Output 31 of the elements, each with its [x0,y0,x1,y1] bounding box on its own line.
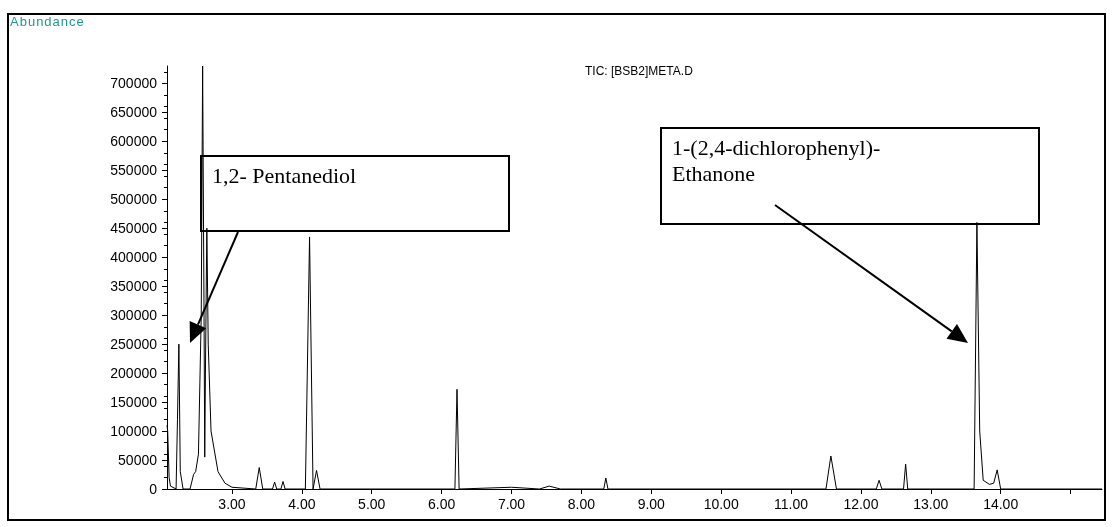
y-tick-label: 50000 [118,452,158,469]
x-tick-label: 13.00 [913,496,949,512]
y-tick-label: 100000 [110,423,158,440]
y-tick-label: 500000 [110,191,158,208]
y-tick-label: 350000 [110,278,158,295]
y-tick-label: 550000 [110,162,158,179]
x-tick-label: 11.00 [774,496,809,512]
y-tick-label: 400000 [110,249,158,266]
y-tick-label: 700000 [110,75,158,92]
annotation: 1,2- Pentanediol [200,155,510,232]
annotation: 1-(2,4-dichlorophenyl)- Ethanone [660,127,1040,225]
y-tick-label: 600000 [110,133,158,150]
x-tick-label: 3.00 [218,496,246,512]
x-tick-label: 8.00 [567,496,596,512]
y-tick-label: 0 [149,481,158,497]
x-tick-label: 14.00 [983,496,1019,512]
x-tick-label: 6.00 [428,496,456,512]
x-tick-label: 7.00 [497,496,526,512]
x-tick-label: 10.00 [703,496,739,512]
x-tick-label: 9.00 [637,496,666,512]
y-tick-label: 250000 [110,336,158,353]
x-tick-label: 12.00 [843,496,879,512]
chart-title: TIC: [BSB2]META.D [585,64,694,78]
x-tick-label: 5.00 [358,496,386,512]
y-axis-title: Abundance [10,14,85,29]
y-tick-label: 200000 [110,365,158,382]
y-tick-label: 150000 [110,394,158,411]
y-tick-label: 450000 [110,220,158,237]
x-tick-label: 4.00 [288,496,316,512]
y-tick-label: 300000 [110,307,158,324]
y-tick-label: 650000 [110,104,158,121]
